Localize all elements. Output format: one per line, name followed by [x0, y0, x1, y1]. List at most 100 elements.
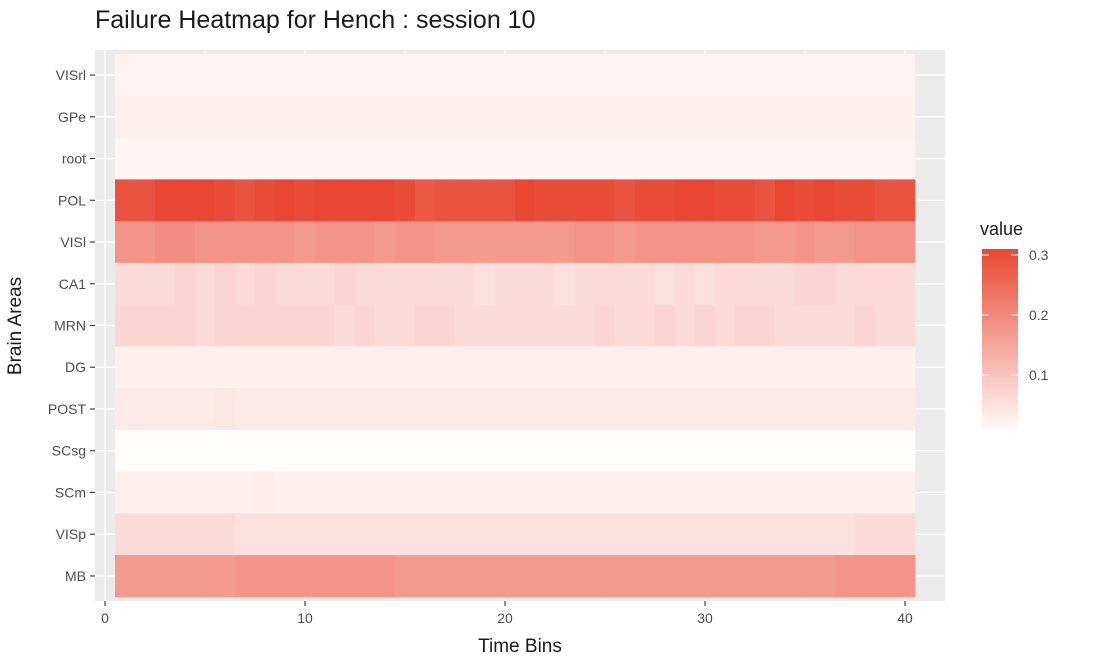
heatmap-cell: [535, 555, 556, 598]
heatmap-cell: [175, 262, 196, 306]
heatmap-cell: [855, 262, 876, 306]
heatmap-cell: [255, 221, 276, 264]
heatmap-cell: [415, 95, 436, 139]
heatmap-cell: [315, 54, 336, 97]
heatmap-cell: [215, 555, 236, 598]
heatmap-cell: [155, 388, 176, 431]
heatmap-cell: [815, 471, 836, 514]
heatmap-cell: [815, 429, 836, 472]
heatmap-cell: [735, 388, 756, 431]
heatmap-cell: [575, 221, 596, 264]
heatmap-cell: [355, 137, 376, 180]
heatmap-cell: [575, 54, 596, 97]
heatmap-cell: [115, 95, 136, 139]
heatmap-cell: [475, 429, 496, 472]
heatmap-cell: [635, 95, 656, 139]
heatmap-cell: [775, 262, 796, 306]
heatmap-cell: [495, 95, 516, 139]
heatmap-cell: [655, 471, 676, 514]
heatmap-cell: [255, 471, 276, 514]
heatmap-cell: [495, 221, 516, 264]
heatmap-cell: [615, 471, 636, 514]
heatmap-cell: [815, 137, 836, 180]
heatmap-cell: [235, 54, 256, 97]
heatmap-cell: [855, 471, 876, 514]
heatmap-cell: [535, 221, 556, 264]
heatmap-cell: [415, 388, 436, 431]
heatmap-cell: [455, 54, 476, 97]
heatmap-cell: [895, 471, 916, 514]
heatmap-cell: [755, 304, 776, 347]
heatmap-cell: [175, 179, 196, 222]
heatmap-cell: [295, 513, 316, 556]
heatmap-cell: [195, 555, 216, 598]
heatmap-cell: [275, 95, 296, 139]
heatmap-cell: [855, 137, 876, 180]
heatmap-cell: [595, 346, 616, 389]
heatmap-cell: [235, 262, 256, 306]
y-tick-label: GPe: [58, 109, 86, 125]
heatmap-cell: [535, 137, 556, 180]
y-tick-label: SCsg: [52, 443, 86, 459]
heatmap-cell: [855, 54, 876, 97]
heatmap-cell: [675, 262, 696, 306]
y-tick-label: MRN: [54, 318, 86, 334]
heatmap-cell: [515, 179, 536, 222]
heatmap-cell: [215, 54, 236, 97]
heatmap-cell: [595, 429, 616, 472]
heatmap-cell: [675, 555, 696, 598]
heatmap-cell: [435, 388, 456, 431]
heatmap-cell: [515, 262, 536, 306]
heatmap-cell: [395, 179, 416, 222]
heatmap-cell: [315, 429, 336, 472]
legend-tick-label: 0.3: [1029, 247, 1049, 263]
heatmap-cell: [735, 95, 756, 139]
heatmap-cell: [275, 179, 296, 222]
heatmap-cell: [595, 388, 616, 431]
heatmap-cell: [335, 262, 356, 306]
heatmap-cell: [595, 179, 616, 222]
heatmap-cell: [455, 95, 476, 139]
heatmap-cell: [395, 221, 416, 264]
heatmap-cell: [455, 346, 476, 389]
heatmap-cell: [715, 95, 736, 139]
heatmap-cell: [255, 429, 276, 472]
heatmap-cell: [535, 513, 556, 556]
heatmap-cell: [335, 513, 356, 556]
heatmap-cell: [755, 429, 776, 472]
heatmap-cell: [735, 555, 756, 598]
heatmap-cell: [375, 221, 396, 264]
y-tick-label: VISl: [60, 234, 86, 250]
heatmap-cell: [415, 54, 436, 97]
heatmap-cell: [875, 221, 896, 264]
heatmap-cell: [275, 304, 296, 347]
heatmap-cell: [375, 179, 396, 222]
heatmap-cell: [175, 221, 196, 264]
heatmap-cell: [575, 513, 596, 556]
heatmap-cell: [655, 388, 676, 431]
heatmap-cell: [895, 179, 916, 222]
heatmap-cell: [855, 513, 876, 556]
heatmap-cell: [775, 95, 796, 139]
heatmap-cell: [775, 429, 796, 472]
heatmap-cell: [895, 137, 916, 180]
heatmap-cell: [375, 471, 396, 514]
heatmap-cell: [195, 471, 216, 514]
heatmap-cell: [735, 304, 756, 347]
heatmap-cell: [235, 221, 256, 264]
heatmap-cell: [795, 179, 816, 222]
heatmap-cell: [315, 304, 336, 347]
heatmap-cell: [455, 471, 476, 514]
heatmap-cell: [635, 137, 656, 180]
heatmap-cell: [375, 304, 396, 347]
heatmap-cell: [555, 513, 576, 556]
heatmap-cell: [175, 429, 196, 472]
heatmap-cell: [395, 137, 416, 180]
heatmap-cell: [255, 388, 276, 431]
heatmap-cell: [535, 471, 556, 514]
heatmap-cell: [695, 429, 716, 472]
heatmap-cell: [335, 471, 356, 514]
heatmap-cell: [775, 137, 796, 180]
heatmap-cell: [295, 555, 316, 598]
legend-colorbar: [982, 249, 1018, 429]
